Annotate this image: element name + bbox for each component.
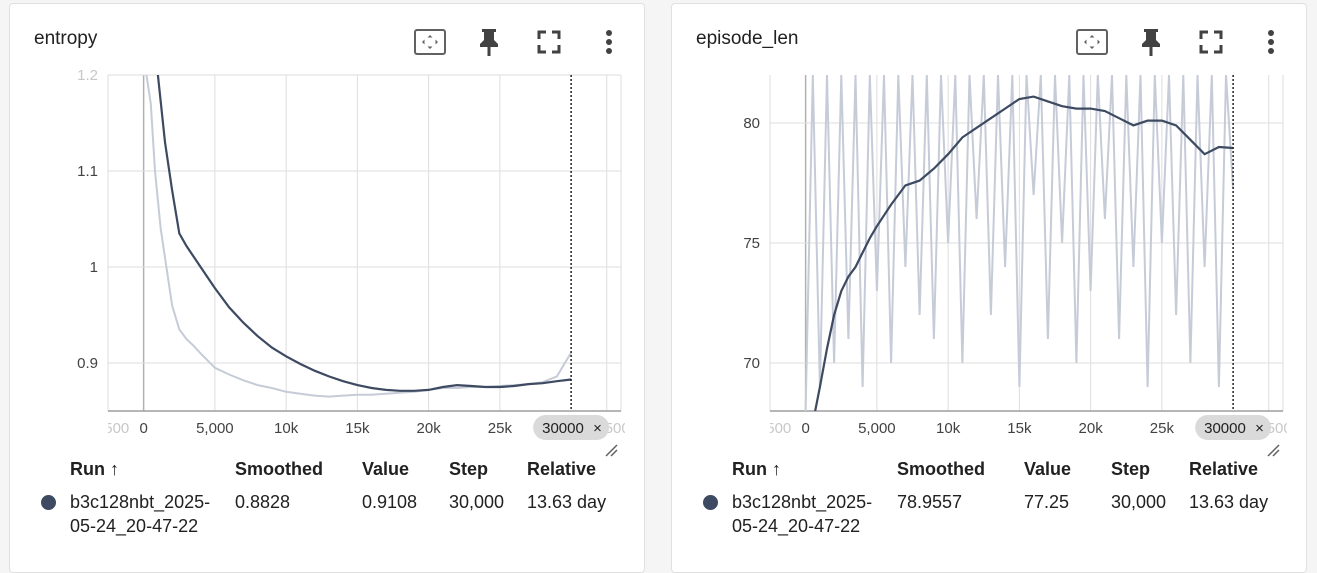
x-tick-label: 5,000 [196,420,234,437]
x-tick-label: 15k [1007,420,1032,437]
smoothed-value: 78.9557 [897,492,963,512]
y-tick-label: 75 [743,235,760,252]
step-marker-label: 30000 [1204,420,1246,437]
chart-card-entropy: entropy 0.9 1 1.1 1.2 -2,500 0 5,000 10k 15k 20k 2… [9,3,645,573]
fit-domain-icon [414,29,446,55]
more-options-button[interactable] [1253,24,1289,60]
run-name: b3c128nbt_2025- 05-24_20-47-22 [732,492,873,536]
fullscreen-icon [537,30,561,54]
x-tick-label: -2,500 [87,420,130,437]
fit-domain-icon [1076,29,1108,55]
col-relative[interactable]: Relative [527,459,597,479]
col-step[interactable]: Step [449,459,489,479]
y-tick-label: 0.9 [77,355,98,372]
raw-value: 0.9108 [362,492,418,512]
x-tick-label: 20k [1079,420,1104,437]
fit-domain-button[interactable] [1074,24,1110,60]
run-color-dot [41,495,56,510]
pin-button[interactable] [471,24,507,60]
x-tick-label: -2,500 [749,420,792,437]
table-header-row: Run ↑ Smoothed Value Step Relative [38,459,606,490]
x-tick-label: 0 [801,420,809,437]
col-run[interactable]: Run ↑ [70,459,119,479]
relative-value: 13.63 day [527,492,607,512]
col-run[interactable]: Run ↑ [732,459,781,479]
card-title: episode_len [696,28,799,49]
x-tick-label: 10k [936,420,961,437]
pin-icon [480,29,498,56]
more-vert-icon [1268,30,1274,54]
close-icon: × [593,420,602,437]
y-tick-label: 80 [743,115,760,132]
fullscreen-icon [1199,30,1223,54]
run-color-dot [703,495,718,510]
col-smoothed[interactable]: Smoothed [897,459,985,479]
pin-icon [1142,29,1160,56]
table-header-row: Run ↑ Smoothed Value Step Relative [700,459,1268,490]
close-icon: × [1255,420,1264,437]
run-table: Run ↑ Smoothed Value Step Relative b3c12… [38,459,606,538]
step-marker-badge-bg [533,415,610,440]
x-tick-label: 20k [417,420,442,437]
fullscreen-button[interactable] [531,24,567,60]
step-marker-label: 30000 [542,420,584,437]
step-value: 30,000 [449,492,505,512]
run-table: Run ↑ Smoothed Value Step Relative b3c12… [700,459,1268,538]
fullscreen-button[interactable] [1193,24,1229,60]
line-chart-entropy[interactable]: 0.911.11.2-2,50005,00010k15k20k25k32,500… [10,4,646,459]
line-chart-episode-len[interactable]: 707580-2,50005,00010k15k20k25k32,5003000… [672,4,1308,459]
x-tick-label: 15k [345,420,370,437]
col-value[interactable]: Value [1024,459,1072,479]
col-step[interactable]: Step [1111,459,1151,479]
fit-domain-button[interactable] [412,24,448,60]
resize-handle-icon [605,444,618,457]
y-tick-label: 1.1 [77,163,98,180]
x-tick-label: 25k [1150,420,1175,437]
col-relative[interactable]: Relative [1189,459,1259,479]
smoothed-value: 0.8828 [235,492,291,512]
col-value[interactable]: Value [362,459,410,479]
more-vert-icon [606,30,612,54]
x-tick-label: 0 [139,420,147,437]
step-marker-badge[interactable]: 30000 × [1195,415,1272,440]
card-title: entropy [34,28,98,49]
step-marker-badge[interactable]: 30000 × [533,415,610,440]
run-name: b3c128nbt_2025- 05-24_20-47-22 [70,492,211,536]
chart-card-episode-len: episode_len 70 75 80 -2,500 0 5,000 10k 15k 20k 2… [671,3,1307,573]
y-tick-label: 1.2 [77,67,98,84]
more-options-button[interactable] [591,24,627,60]
step-value: 30,000 [1111,492,1167,512]
step-marker-badge-bg [1195,415,1272,440]
x-tick-label: 5,000 [858,420,896,437]
series-line-smoothed [814,95,1234,411]
x-tick-label: 10k [274,420,299,437]
resize-handle-icon [1267,444,1280,457]
series-line-smoothed [156,75,572,392]
pin-button[interactable] [1133,24,1169,60]
col-smoothed[interactable]: Smoothed [235,459,323,479]
relative-value: 13.63 day [1189,492,1269,512]
table-row: b3c128nbt_2025- 05-24_20-47-22 78.9557 7… [700,490,1268,538]
y-tick-label: 1 [90,259,98,276]
table-row: b3c128nbt_2025- 05-24_20-47-22 0.8828 0.… [38,490,606,538]
series-line-raw [804,75,1235,411]
raw-value: 77.25 [1024,492,1070,512]
y-tick-label: 70 [743,355,760,372]
x-tick-label: 25k [488,420,513,437]
